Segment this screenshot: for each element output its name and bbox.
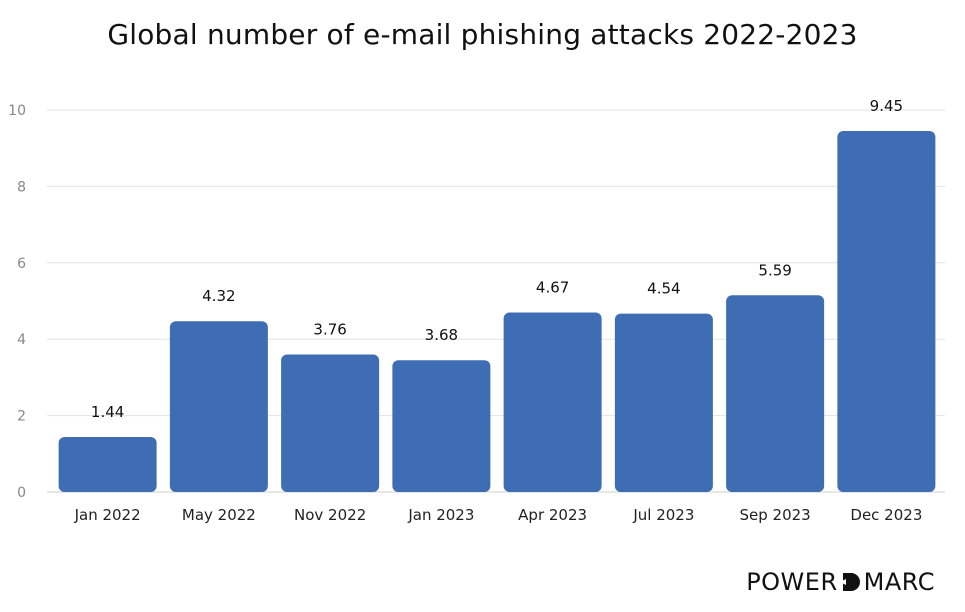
bar xyxy=(281,354,380,492)
bar xyxy=(169,321,268,492)
y-tick-label: 8 xyxy=(17,179,26,195)
data-label: 3.68 xyxy=(425,326,458,344)
bar xyxy=(503,312,602,492)
chart-title: Global number of e-mail phishing attacks… xyxy=(107,18,858,51)
bars xyxy=(58,131,936,492)
logo-text-left: POWER xyxy=(746,568,838,596)
y-tick-label: 10 xyxy=(8,103,26,119)
x-tick-label: Jan 2023 xyxy=(407,506,474,524)
bar xyxy=(58,436,157,492)
bar xyxy=(837,131,936,492)
data-labels: 1.44 4.32 3.76 3.68 4.67 4.54 5.59 9.45 xyxy=(91,97,903,421)
d-mark-icon xyxy=(839,573,860,591)
x-tick-label: Jan 2022 xyxy=(74,506,141,524)
bar xyxy=(392,360,491,492)
bar xyxy=(614,313,713,492)
bar xyxy=(726,295,825,492)
data-label: 3.76 xyxy=(313,320,346,338)
x-tick-label: Dec 2023 xyxy=(850,506,922,524)
x-tick-label: Apr 2023 xyxy=(518,506,587,524)
data-label: 5.59 xyxy=(758,261,791,279)
x-tick-label: Sep 2023 xyxy=(740,506,811,524)
x-tick-label: Nov 2022 xyxy=(294,506,366,524)
data-label: 1.44 xyxy=(91,403,124,421)
powerdmarc-logo: POWER MARC xyxy=(746,568,935,596)
y-tick-label: 2 xyxy=(17,409,26,425)
y-axis-ticks: 0 2 4 6 8 10 xyxy=(8,103,26,501)
data-label: 4.67 xyxy=(536,278,569,296)
data-label: 4.32 xyxy=(202,287,235,305)
x-tick-label: May 2022 xyxy=(182,506,256,524)
x-tick-label: Jul 2023 xyxy=(632,506,694,524)
logo-text-right: MARC xyxy=(863,568,935,596)
y-tick-label: 4 xyxy=(17,332,26,348)
x-axis-ticks: Jan 2022 May 2022 Nov 2022 Jan 2023 Apr 2023… xyxy=(74,506,923,524)
y-tick-label: 0 xyxy=(17,485,26,501)
y-tick-label: 6 xyxy=(17,256,26,272)
data-label: 9.45 xyxy=(870,97,903,115)
data-label: 4.54 xyxy=(647,280,680,298)
